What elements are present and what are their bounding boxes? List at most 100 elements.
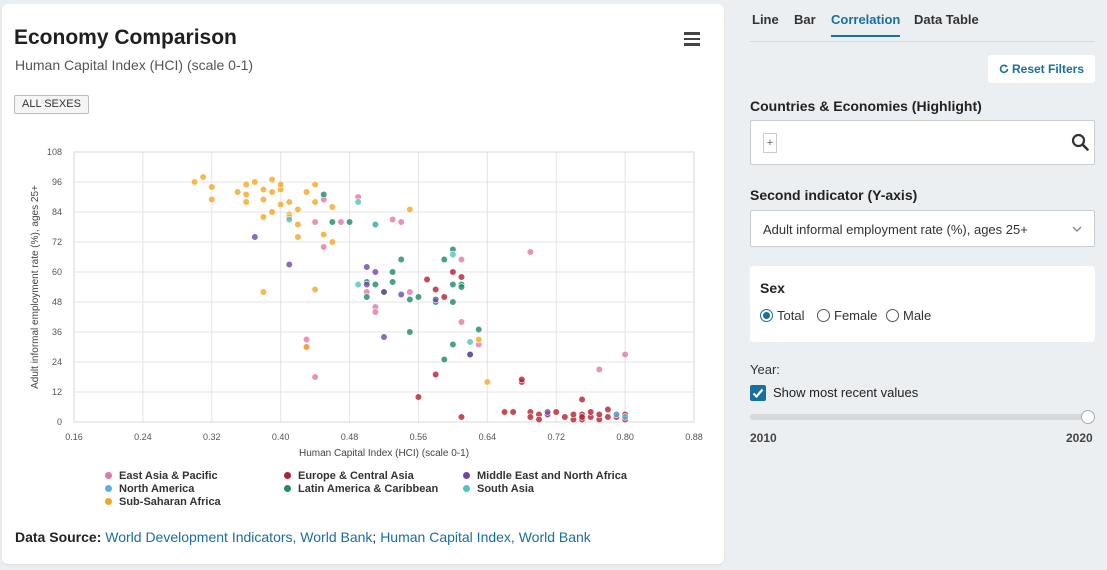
year-label: Year: (750, 362, 780, 377)
data-point (449, 250, 457, 259)
data-point (414, 393, 423, 401)
source-link-hci[interactable]: Human Capital Index, World Bank (380, 529, 591, 545)
y-tick-label: 48 (52, 297, 62, 307)
data-point (242, 180, 250, 189)
legend-item-sub-saharan-africa[interactable]: Sub-Saharan Africa (105, 496, 221, 509)
data-point (475, 325, 483, 334)
y-tick-label: 0 (57, 417, 62, 427)
data-point (259, 288, 268, 296)
y-tick-label: 84 (52, 207, 62, 217)
x-tick-label: 0.32 (203, 432, 221, 442)
data-point (397, 255, 405, 264)
year-slider-handle[interactable] (1081, 410, 1095, 424)
most-recent-checkbox[interactable] (750, 385, 766, 401)
data-point (363, 293, 371, 301)
search-icon[interactable] (1071, 133, 1089, 151)
data-point (397, 218, 405, 226)
reset-filters-button[interactable]: Reset Filters (988, 55, 1095, 83)
x-tick-label: 0.16 (65, 432, 83, 442)
legend-item-south-asia[interactable]: South Asia (463, 483, 534, 496)
data-point (483, 378, 491, 386)
sex-filter-title: Sex (760, 280, 785, 296)
data-point (406, 328, 414, 336)
x-tick-label: 0.64 (479, 432, 497, 442)
y-tick-label: 96 (52, 177, 62, 187)
second-indicator-select[interactable]: Adult informal employment rate (%), ages… (750, 210, 1095, 247)
tab-data-table[interactable]: Data Table (914, 12, 979, 27)
source-separator: ; (372, 529, 377, 545)
year-min-label: 2010 (750, 431, 777, 445)
data-point (320, 230, 328, 239)
data-point (604, 405, 612, 414)
x-tick-label: 0.88 (685, 432, 703, 442)
tab-bar[interactable]: Bar (794, 12, 816, 27)
legend-item-europe-central-asia[interactable]: Europe & Central Asia (284, 470, 414, 483)
data-point (406, 205, 414, 214)
chevron-down-icon (1072, 226, 1082, 232)
legend-item-east-asia-pacific[interactable]: East Asia & Pacific (105, 470, 218, 483)
data-point (389, 278, 397, 286)
data-point (242, 198, 250, 206)
data-point (595, 410, 603, 419)
x-axis-label: Human Capital Index (HCI) (scale 0-1) (299, 448, 469, 459)
add-country-button[interactable]: + (763, 133, 777, 153)
data-point (337, 218, 345, 226)
data-point (457, 318, 466, 326)
data-point (354, 280, 362, 289)
data-point (311, 180, 319, 189)
control-panel: Line Bar Correlation Data Table Reset Fi… (736, 0, 1107, 570)
legend-item-latin-america-caribbean[interactable]: Latin America & Caribbean (284, 483, 438, 496)
legend-label: South Asia (477, 483, 535, 495)
data-point (561, 413, 569, 421)
plot-area-border (73, 151, 695, 423)
data-point (277, 200, 285, 209)
year-slider-track[interactable] (750, 414, 1090, 420)
chart-title: Economy Comparison (14, 26, 237, 49)
legend-item-middle-east-north-africa[interactable]: Middle East and North Africa (463, 470, 627, 483)
view-tabs: Line Bar Correlation Data Table (750, 0, 1095, 42)
data-point (345, 218, 354, 226)
radio-indicator (817, 309, 830, 322)
radio-label: Male (903, 308, 932, 323)
data-point (475, 335, 483, 344)
sex-radio-total[interactable]: Total (760, 308, 804, 323)
x-tick-label: 0.24 (134, 432, 152, 442)
data-point (414, 293, 423, 301)
data-point (242, 190, 250, 199)
data-point (302, 335, 311, 344)
sex-radio-male[interactable]: Male (886, 308, 931, 323)
data-point (302, 343, 311, 351)
data-point (311, 285, 319, 294)
data-point (449, 268, 457, 276)
data-point (363, 263, 371, 271)
data-point (268, 208, 276, 216)
data-point (449, 340, 457, 349)
data-point (569, 410, 578, 419)
data-point (380, 288, 388, 296)
data-point (208, 183, 216, 191)
sex-filter-panel: Sex Total Female Male (750, 266, 1095, 342)
legend-label: Latin America & Caribbean (298, 483, 439, 495)
y-axis-label: Adult informal employment rate (%), ages… (30, 185, 41, 389)
data-point (311, 198, 319, 206)
reset-filters-label: Reset Filters (1011, 62, 1085, 76)
sex-radio-female[interactable]: Female (817, 308, 877, 323)
data-point (440, 355, 448, 364)
legend-item-north-america[interactable]: North America (105, 483, 194, 496)
tab-line[interactable]: Line (752, 12, 779, 27)
country-search-input[interactable] (781, 129, 1051, 157)
data-point (371, 308, 379, 316)
data-point (432, 370, 440, 379)
data-point (234, 188, 242, 196)
tab-correlation[interactable]: Correlation (831, 12, 901, 37)
data-point (466, 350, 474, 359)
highlight-label: Countries & Economies (Highlight) (750, 98, 982, 114)
data-point (190, 178, 199, 186)
y-tick-label: 24 (52, 357, 62, 367)
refresh-icon (999, 64, 1009, 74)
hamburger-menu-icon[interactable] (684, 32, 700, 46)
data-point (621, 413, 629, 421)
year-max-label: 2020 (1066, 431, 1093, 445)
source-link-wdi[interactable]: World Development Indicators, World Bank (105, 529, 373, 545)
data-point (285, 260, 293, 269)
